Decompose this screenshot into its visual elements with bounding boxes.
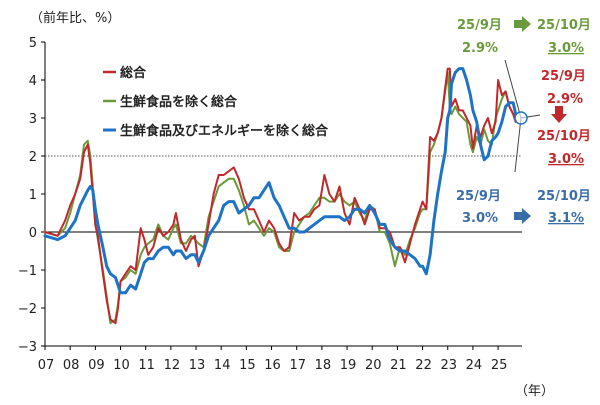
green-cur-date: 25/10月 bbox=[537, 18, 591, 33]
series-lines bbox=[43, 67, 518, 325]
green-cur-value: 3.0% bbox=[548, 41, 584, 56]
y-axis-label: （前年比、%） bbox=[30, 10, 120, 26]
legend-label-total: 総合 bbox=[120, 65, 147, 81]
x-tick-label: 16 bbox=[264, 358, 281, 373]
y-tick-label: −3 bbox=[18, 340, 37, 355]
latest-value-marker bbox=[514, 111, 528, 125]
y-tick-label: 0 bbox=[29, 226, 37, 241]
green-prev-value: 2.9% bbox=[462, 41, 498, 56]
green-prev-date: 25/9月 bbox=[457, 18, 502, 33]
x-tick-label: 19 bbox=[340, 358, 357, 373]
x-tick-label: 12 bbox=[164, 358, 181, 373]
x-tick-label: 21 bbox=[390, 358, 407, 373]
y-tick-label: −2 bbox=[18, 302, 37, 317]
blue-prev-value: 3.0% bbox=[462, 211, 498, 226]
x-tick-label: 22 bbox=[415, 358, 432, 373]
leader-green bbox=[504, 59, 522, 119]
x-tick-label: 25 bbox=[491, 358, 508, 373]
y-tick-label: 3 bbox=[29, 112, 37, 127]
y-tick-label: 1 bbox=[29, 188, 37, 203]
y-tick-label: 2 bbox=[29, 150, 37, 165]
x-tick-label: 15 bbox=[239, 358, 256, 373]
y-tick-label: 5 bbox=[29, 36, 37, 51]
legend: 総合 生鮮食品を除く総合 生鮮食品及びエネルギーを除く総合 bbox=[103, 65, 329, 139]
x-tick-label: 10 bbox=[113, 358, 130, 373]
series-line-total bbox=[44, 67, 517, 325]
blue-cur-date: 25/10月 bbox=[537, 189, 591, 204]
x-axis-unit: （年） bbox=[515, 384, 554, 399]
x-tick-label: 24 bbox=[466, 358, 483, 373]
red-prev-value: 2.9% bbox=[547, 92, 583, 107]
red-prev-date: 25/9月 bbox=[541, 69, 586, 84]
red-cur-value: 3.0% bbox=[548, 152, 584, 167]
blue-arrow-right-icon bbox=[514, 208, 531, 224]
x-tick-label: 20 bbox=[365, 358, 382, 373]
blue-cur-value: 3.1% bbox=[548, 211, 584, 226]
y-tick-label: −1 bbox=[18, 264, 37, 279]
series-line-core-core bbox=[43, 67, 518, 295]
callouts: 25/9月 2.9% 25/10月 3.0% 25/9月 2.9% 25/10月… bbox=[456, 16, 591, 226]
x-tick-label: 23 bbox=[440, 358, 457, 373]
legend-label-core: 生鮮食品を除く総合 bbox=[120, 94, 238, 110]
series-line-core bbox=[44, 71, 517, 325]
x-tick-label: 09 bbox=[88, 358, 105, 373]
green-arrow-right-icon bbox=[514, 16, 531, 32]
x-tick-label: 07 bbox=[38, 358, 55, 373]
leader-blue bbox=[514, 117, 522, 173]
red-arrow-down-icon bbox=[551, 106, 567, 123]
y-tick-label: 4 bbox=[29, 74, 37, 89]
red-cur-date: 25/10月 bbox=[537, 129, 591, 144]
x-tick-label: 18 bbox=[315, 358, 332, 373]
blue-prev-date: 25/9月 bbox=[456, 189, 501, 204]
x-tick-label: 14 bbox=[214, 358, 231, 373]
x-tick-label: 17 bbox=[289, 358, 306, 373]
x-tick-label: 13 bbox=[189, 358, 206, 373]
x-tick-label: 11 bbox=[138, 358, 155, 373]
x-tick-label: 08 bbox=[63, 358, 80, 373]
legend-label-core-core: 生鮮食品及びエネルギーを除く総合 bbox=[120, 123, 329, 139]
